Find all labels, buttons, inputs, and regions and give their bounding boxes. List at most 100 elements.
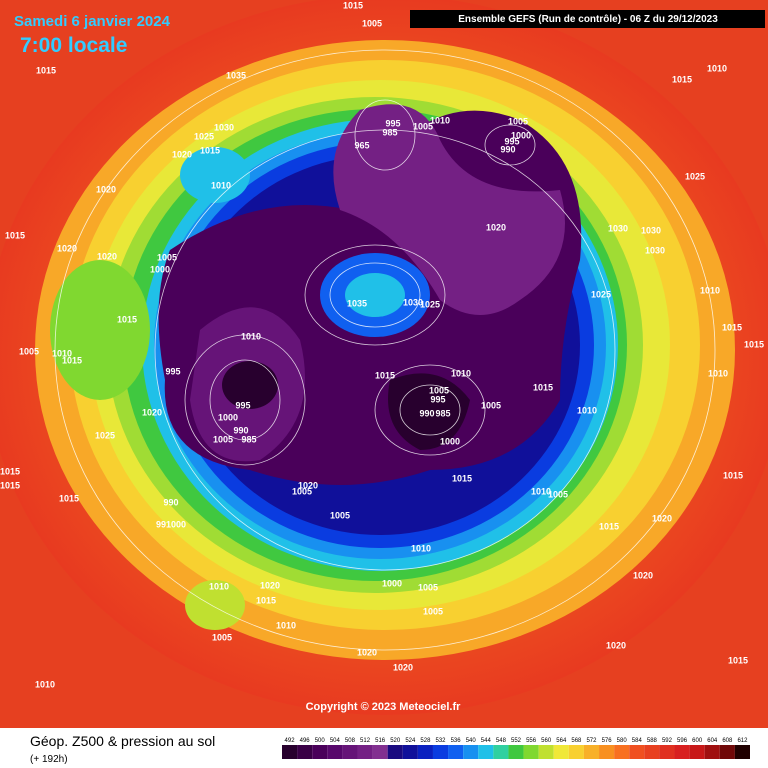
isobar-label: 1015	[0, 466, 20, 476]
scale-label: 572	[586, 738, 597, 744]
scale-swatch	[674, 745, 690, 759]
isobar-label: 1005	[292, 486, 312, 496]
isobar-label: 1030	[403, 297, 423, 307]
scale-swatch	[297, 745, 313, 759]
scale-label: 504	[330, 738, 341, 744]
scale-swatch	[282, 745, 298, 759]
scale-label: 536	[451, 738, 462, 744]
scale-label: 552	[511, 738, 522, 744]
footer-lead: (+ 192h)	[30, 754, 68, 765]
isobar-label: 1015	[722, 322, 742, 332]
isobar-label: 1005	[423, 606, 443, 616]
scale-swatch	[327, 745, 343, 759]
isobar-label: 1020	[606, 640, 626, 650]
scale-label: 540	[466, 738, 477, 744]
isobar-label: 1020	[486, 222, 506, 232]
isobar-label: 1020	[393, 662, 413, 672]
isobar-label: 1020	[633, 570, 653, 580]
scale-label: 500	[315, 738, 326, 744]
isobar-label: 995	[504, 136, 519, 146]
isobar-label: 1000	[218, 412, 238, 422]
scale-label: 524	[405, 738, 416, 744]
isobar-label: 1010	[211, 180, 231, 190]
isobar-label: 1025	[685, 171, 705, 181]
isobar-label: 1030	[645, 245, 665, 255]
isobar-label: 1000	[382, 578, 402, 588]
date: Samedi 6 janvier 2024	[14, 13, 171, 30]
scale-swatch	[568, 745, 584, 759]
scale-swatch	[583, 745, 600, 759]
isobars	[54, 49, 716, 651]
isobar-label: 1005	[213, 434, 233, 444]
isobar-label: 985	[435, 408, 450, 418]
isobar-label: 1035	[347, 298, 367, 308]
scale-swatch	[432, 745, 449, 759]
isobar-label: 1010	[411, 543, 431, 553]
isobar-label: 1020	[96, 184, 116, 194]
isobar-label: 1015	[533, 382, 553, 392]
isobar-label: 1015	[375, 370, 395, 380]
isobar-label: 1015	[5, 230, 25, 240]
isobar-label: 1005	[418, 582, 438, 592]
isobar-label: 1015	[256, 595, 276, 605]
isobar-label: 1005	[481, 400, 501, 410]
isobar-label: 1000	[150, 264, 170, 274]
isobar-label: 1015	[672, 74, 692, 84]
isobar-label: 1015	[117, 314, 137, 324]
scale-swatch	[342, 745, 358, 759]
isobar-label: 1015	[452, 473, 472, 483]
scale-swatch	[478, 745, 494, 759]
isobar-label: 1005	[157, 252, 177, 262]
scale-label: 596	[677, 738, 688, 744]
isobar-label: 1020	[172, 149, 192, 159]
isobar-label: 1015	[59, 493, 79, 503]
isobar-label: 1020	[97, 251, 117, 261]
isobar-label: 1010	[707, 63, 727, 73]
isobar-label: 1005	[413, 121, 433, 131]
isobar-label: 1025	[420, 299, 440, 309]
scale-swatch	[387, 745, 403, 759]
scale-swatch	[523, 745, 539, 759]
isobar-label: 965	[354, 140, 369, 150]
run-box	[410, 10, 765, 28]
isobar-label: 995	[235, 400, 250, 410]
isobar-label: 1010	[451, 368, 471, 378]
isobar-label: 990	[163, 497, 178, 507]
isobar-label: 1005	[508, 116, 528, 126]
scale-label: 496	[300, 738, 311, 744]
isobar-label: 1015	[728, 655, 748, 665]
scale-label: 588	[647, 738, 658, 744]
isobar-label: 1035	[226, 70, 246, 80]
isobar-label: 1005	[429, 385, 449, 395]
isobar-label: 1010	[276, 620, 296, 630]
isobar-label: 1020	[298, 480, 318, 490]
isobar-label: 1025	[591, 289, 611, 299]
isobar-label: 1025	[194, 131, 214, 141]
scale-label: 556	[526, 738, 537, 744]
scale-swatch	[704, 745, 720, 759]
scale-swatch	[734, 745, 750, 759]
scale-swatch	[402, 745, 418, 759]
scale-label: 584	[632, 738, 643, 744]
scale-label: 548	[496, 738, 507, 744]
scale-label: 568	[571, 738, 582, 744]
scale-swatch	[614, 745, 630, 759]
isobar-label: 1025	[95, 430, 115, 440]
scale-swatch	[719, 745, 735, 759]
isobar-label: 1015	[599, 521, 619, 531]
scale-swatch	[493, 745, 509, 759]
isobar-label: 1015	[36, 65, 56, 75]
scale-swatch	[357, 745, 373, 759]
scale-swatch	[417, 745, 433, 759]
isobar-label: 1010	[241, 331, 261, 341]
scale-label: 528	[420, 738, 431, 744]
field	[0, 0, 768, 728]
isobar-label: 1005	[212, 632, 232, 642]
scale-label: 576	[602, 738, 613, 744]
isobar-label: 985	[382, 127, 397, 137]
scale-swatch	[312, 745, 328, 759]
isobar-label: 990	[419, 408, 434, 418]
isobar-label: 1020	[260, 580, 280, 590]
